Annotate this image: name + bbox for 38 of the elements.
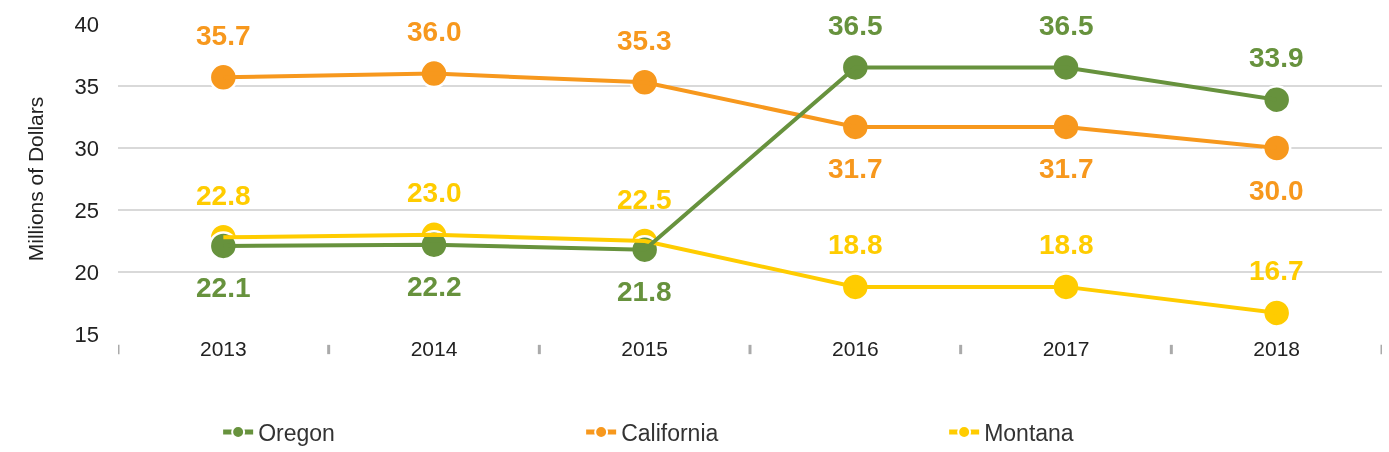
- data-label: 22.1: [196, 272, 251, 303]
- data-label: 31.7: [1039, 153, 1094, 184]
- data-label: 22.8: [196, 180, 251, 211]
- y-tick-label: 25: [74, 197, 99, 223]
- data-label: 30.0: [1249, 175, 1304, 206]
- x-tick-label: 2014: [410, 337, 458, 360]
- data-label: 36.5: [1039, 10, 1094, 41]
- x-tick-label: 2017: [1042, 337, 1090, 360]
- y-tick-label: 15: [74, 321, 99, 347]
- y-tick-label: 20: [74, 259, 99, 285]
- legend-label: California: [621, 420, 719, 447]
- data-label: 35.7: [196, 20, 251, 51]
- data-label: 22.2: [407, 271, 462, 302]
- y-tick-label: 40: [74, 11, 99, 37]
- y-tick-label: 35: [74, 73, 99, 99]
- point: [208, 62, 239, 93]
- data-label: 35.3: [617, 25, 672, 56]
- point: [1261, 84, 1292, 115]
- x-tick-label: 2018: [1253, 337, 1301, 360]
- legend-label: Oregon: [258, 420, 335, 447]
- x-tick-label: 2016: [831, 337, 879, 360]
- data-label: 16.7: [1249, 255, 1304, 286]
- point: [1261, 298, 1292, 328]
- x-tick-label: 2013: [199, 337, 247, 360]
- legend-label: Montana: [984, 420, 1074, 447]
- y-axis-title: Millions of Dollars: [23, 96, 47, 262]
- data-label: 22.5: [617, 184, 672, 215]
- data-label: 36.5: [828, 10, 883, 41]
- data-label: 33.9: [1249, 42, 1304, 73]
- data-label: 31.7: [828, 153, 883, 184]
- data-label: 23.0: [407, 177, 462, 208]
- data-label: 21.8: [617, 276, 672, 307]
- data-label: 36.0: [407, 16, 462, 47]
- data-label: 18.8: [828, 229, 883, 260]
- point: [1261, 133, 1292, 163]
- data-label: 18.8: [1039, 229, 1094, 260]
- x-tick-label: 2015: [621, 337, 669, 360]
- y-tick-label: 30: [74, 135, 99, 161]
